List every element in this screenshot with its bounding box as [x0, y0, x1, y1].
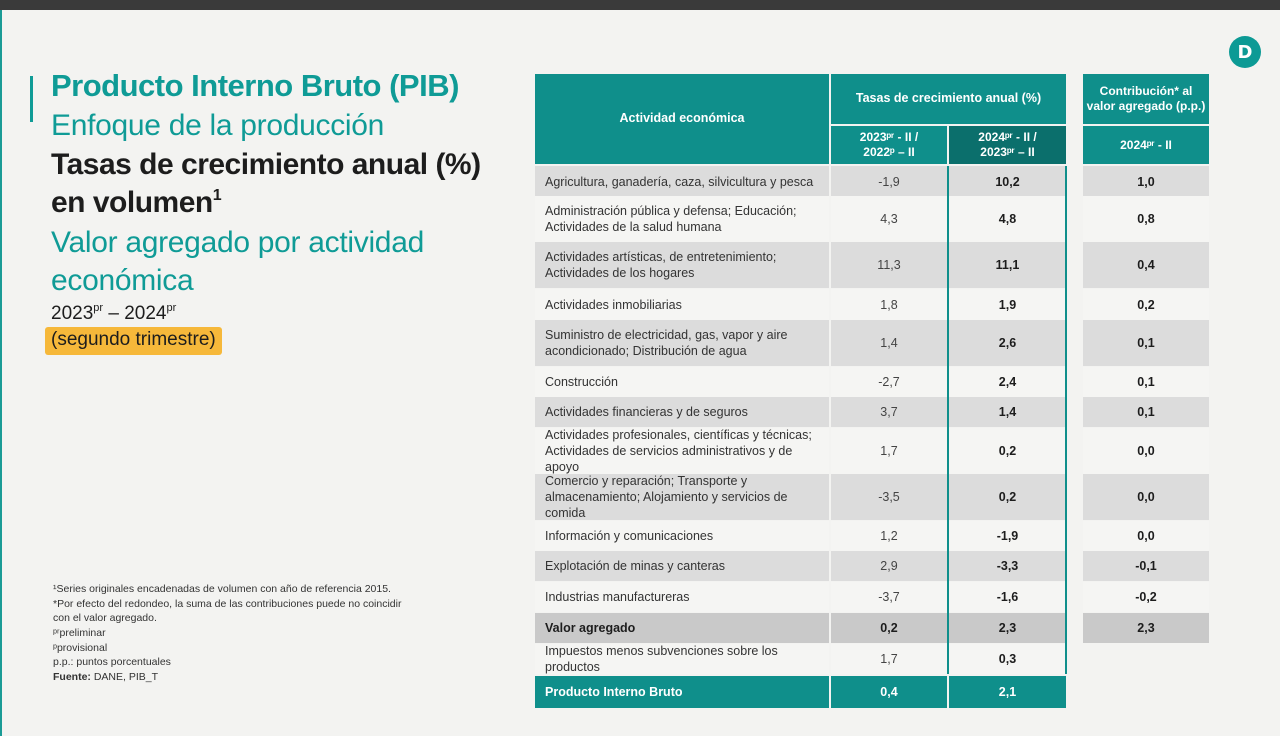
period-dash: –	[103, 303, 125, 324]
row-contribution: -0,2	[1083, 582, 1209, 612]
row-contribution: 0,1	[1083, 367, 1209, 397]
row-activity: Actividades artísticas, de entretenimien…	[535, 242, 829, 288]
title-line-3: Tasas de crecimiento anual (%)	[51, 148, 481, 181]
top-bar	[0, 0, 1280, 10]
row-value-2024: 4,8	[949, 196, 1066, 242]
row-activity: Agricultura, ganadería, caza, silvicultu…	[535, 166, 829, 198]
header-activity: Actividad económica	[535, 74, 829, 164]
row-activity: Actividades inmobiliarias	[535, 289, 829, 321]
footnotes: ¹Series originales encadenadas de volume…	[53, 582, 403, 685]
pib-2023: 0,4	[831, 676, 947, 708]
row-value-2023: -3,7	[831, 582, 947, 612]
title-line-4-text: en volumen	[51, 186, 213, 219]
period-label: 2023pr – 2024pr	[51, 302, 176, 325]
row-activity: Información y comunicaciones	[535, 521, 829, 551]
title-line-1: Producto Interno Bruto (PIB)	[51, 68, 459, 103]
valor-agregado-contribution: 2,3	[1083, 613, 1209, 643]
row-value-2024: 1,4	[949, 397, 1066, 427]
row-activity: Actividades financieras y de seguros	[535, 397, 829, 427]
dane-logo-icon: D	[1229, 36, 1261, 68]
row-activity: Suministro de electricidad, gas, vapor y…	[535, 320, 829, 366]
column-divider-right	[1065, 166, 1067, 674]
row-value-2024: -3,3	[949, 551, 1066, 581]
row-activity: Construcción	[535, 367, 829, 397]
row-value-2024: 10,2	[949, 166, 1066, 198]
row-value-2024: 2,6	[949, 320, 1066, 366]
row-activity: Comercio y reparación; Transporte y alma…	[535, 474, 829, 520]
row-value-2023: 2,9	[831, 551, 947, 581]
row-value-2023: 1,7	[831, 428, 947, 474]
valor-agregado-label: Valor agregado	[535, 613, 829, 643]
impuestos-2023: 1,7	[831, 644, 947, 674]
title-line-4: en volumen1	[51, 186, 222, 220]
valor-agregado-2024: 2,3	[949, 613, 1066, 643]
row-value-2023: -1,9	[831, 166, 947, 198]
pib-2024: 2,1	[949, 676, 1066, 708]
header-col2: 2024ᵖʳ - II / 2023ᵖʳ – II	[949, 126, 1066, 164]
source-label: Fuente:	[53, 671, 91, 684]
pib-label: Producto Interno Bruto	[535, 676, 829, 708]
row-activity: Explotación de minas y canteras	[535, 551, 829, 581]
footnote-3: ᵖʳpreliminar	[53, 627, 106, 640]
row-contribution: 0,0	[1083, 428, 1209, 474]
row-contribution: 0,0	[1083, 521, 1209, 551]
impuestos-label: Impuestos menos subvenciones sobre los p…	[535, 644, 829, 674]
row-contribution: 0,4	[1083, 242, 1209, 288]
row-contribution: 0,2	[1083, 289, 1209, 321]
row-value-2023: 11,3	[831, 242, 947, 288]
row-contribution: 0,1	[1083, 397, 1209, 427]
footnote-5: p.p.: puntos porcentuales	[53, 656, 171, 669]
footnote-source: Fuente: DANE, PIB_T	[53, 670, 403, 685]
title-line-5: Valor agregado por actividad	[51, 226, 424, 259]
title-line-6: económica	[51, 264, 194, 297]
source-value: DANE, PIB_T	[90, 671, 159, 684]
row-value-2023: 1,4	[831, 320, 947, 366]
period-b: 2024	[124, 303, 167, 324]
row-activity: Actividades profesionales, científicas y…	[535, 428, 829, 474]
row-value-2023: 4,3	[831, 196, 947, 242]
row-value-2023: 1,2	[831, 521, 947, 551]
title-accent-bar	[30, 76, 33, 122]
row-value-2024: -1,9	[949, 521, 1066, 551]
row-value-2023: 1,8	[831, 289, 947, 321]
footnote-1: ¹Series originales encadenadas de volume…	[53, 583, 391, 595]
header-contrib: Contribución* al valor agregado (p.p.)	[1083, 74, 1209, 124]
impuestos-2024: 0,3	[949, 644, 1066, 674]
column-divider	[947, 166, 949, 674]
period-a-sup: pr	[93, 302, 104, 314]
row-activity: Industrias manufactureras	[535, 582, 829, 612]
row-contribution: -0,1	[1083, 551, 1209, 581]
period-b-sup: pr	[166, 302, 177, 314]
header-growth: Tasas de crecimiento anual (%)	[831, 74, 1066, 124]
row-activity: Administración pública y defensa; Educac…	[535, 196, 829, 242]
footnote-2: *Por efecto del redondeo, la suma de las…	[53, 597, 402, 625]
row-value-2024: 0,2	[949, 428, 1066, 474]
footnote-4: ᵖprovisional	[53, 641, 108, 654]
valor-agregado-2023: 0,2	[831, 613, 947, 643]
row-value-2023: -3,5	[831, 474, 947, 520]
row-value-2024: -1,6	[949, 582, 1066, 612]
header-col3: 2024ᵖʳ - II	[1083, 126, 1209, 164]
row-value-2024: 1,9	[949, 289, 1066, 321]
row-contribution: 0,8	[1083, 196, 1209, 242]
row-contribution: 0,0	[1083, 474, 1209, 520]
row-value-2024: 11,1	[949, 242, 1066, 288]
row-contribution: 1,0	[1083, 166, 1209, 198]
period-a: 2023	[51, 303, 94, 324]
title-line-2: Enfoque de la producción	[51, 109, 385, 142]
row-value-2023: -2,7	[831, 367, 947, 397]
left-edge-accent	[0, 10, 2, 736]
row-value-2023: 3,7	[831, 397, 947, 427]
row-value-2024: 2,4	[949, 367, 1066, 397]
title-line-4-sup: 1	[212, 187, 222, 204]
highlight-badge: (segundo trimestre)	[45, 327, 222, 355]
row-contribution: 0,1	[1083, 320, 1209, 366]
header-col1: 2023ᵖʳ - II / 2022ᵖ – II	[831, 126, 947, 164]
row-value-2024: 0,2	[949, 474, 1066, 520]
